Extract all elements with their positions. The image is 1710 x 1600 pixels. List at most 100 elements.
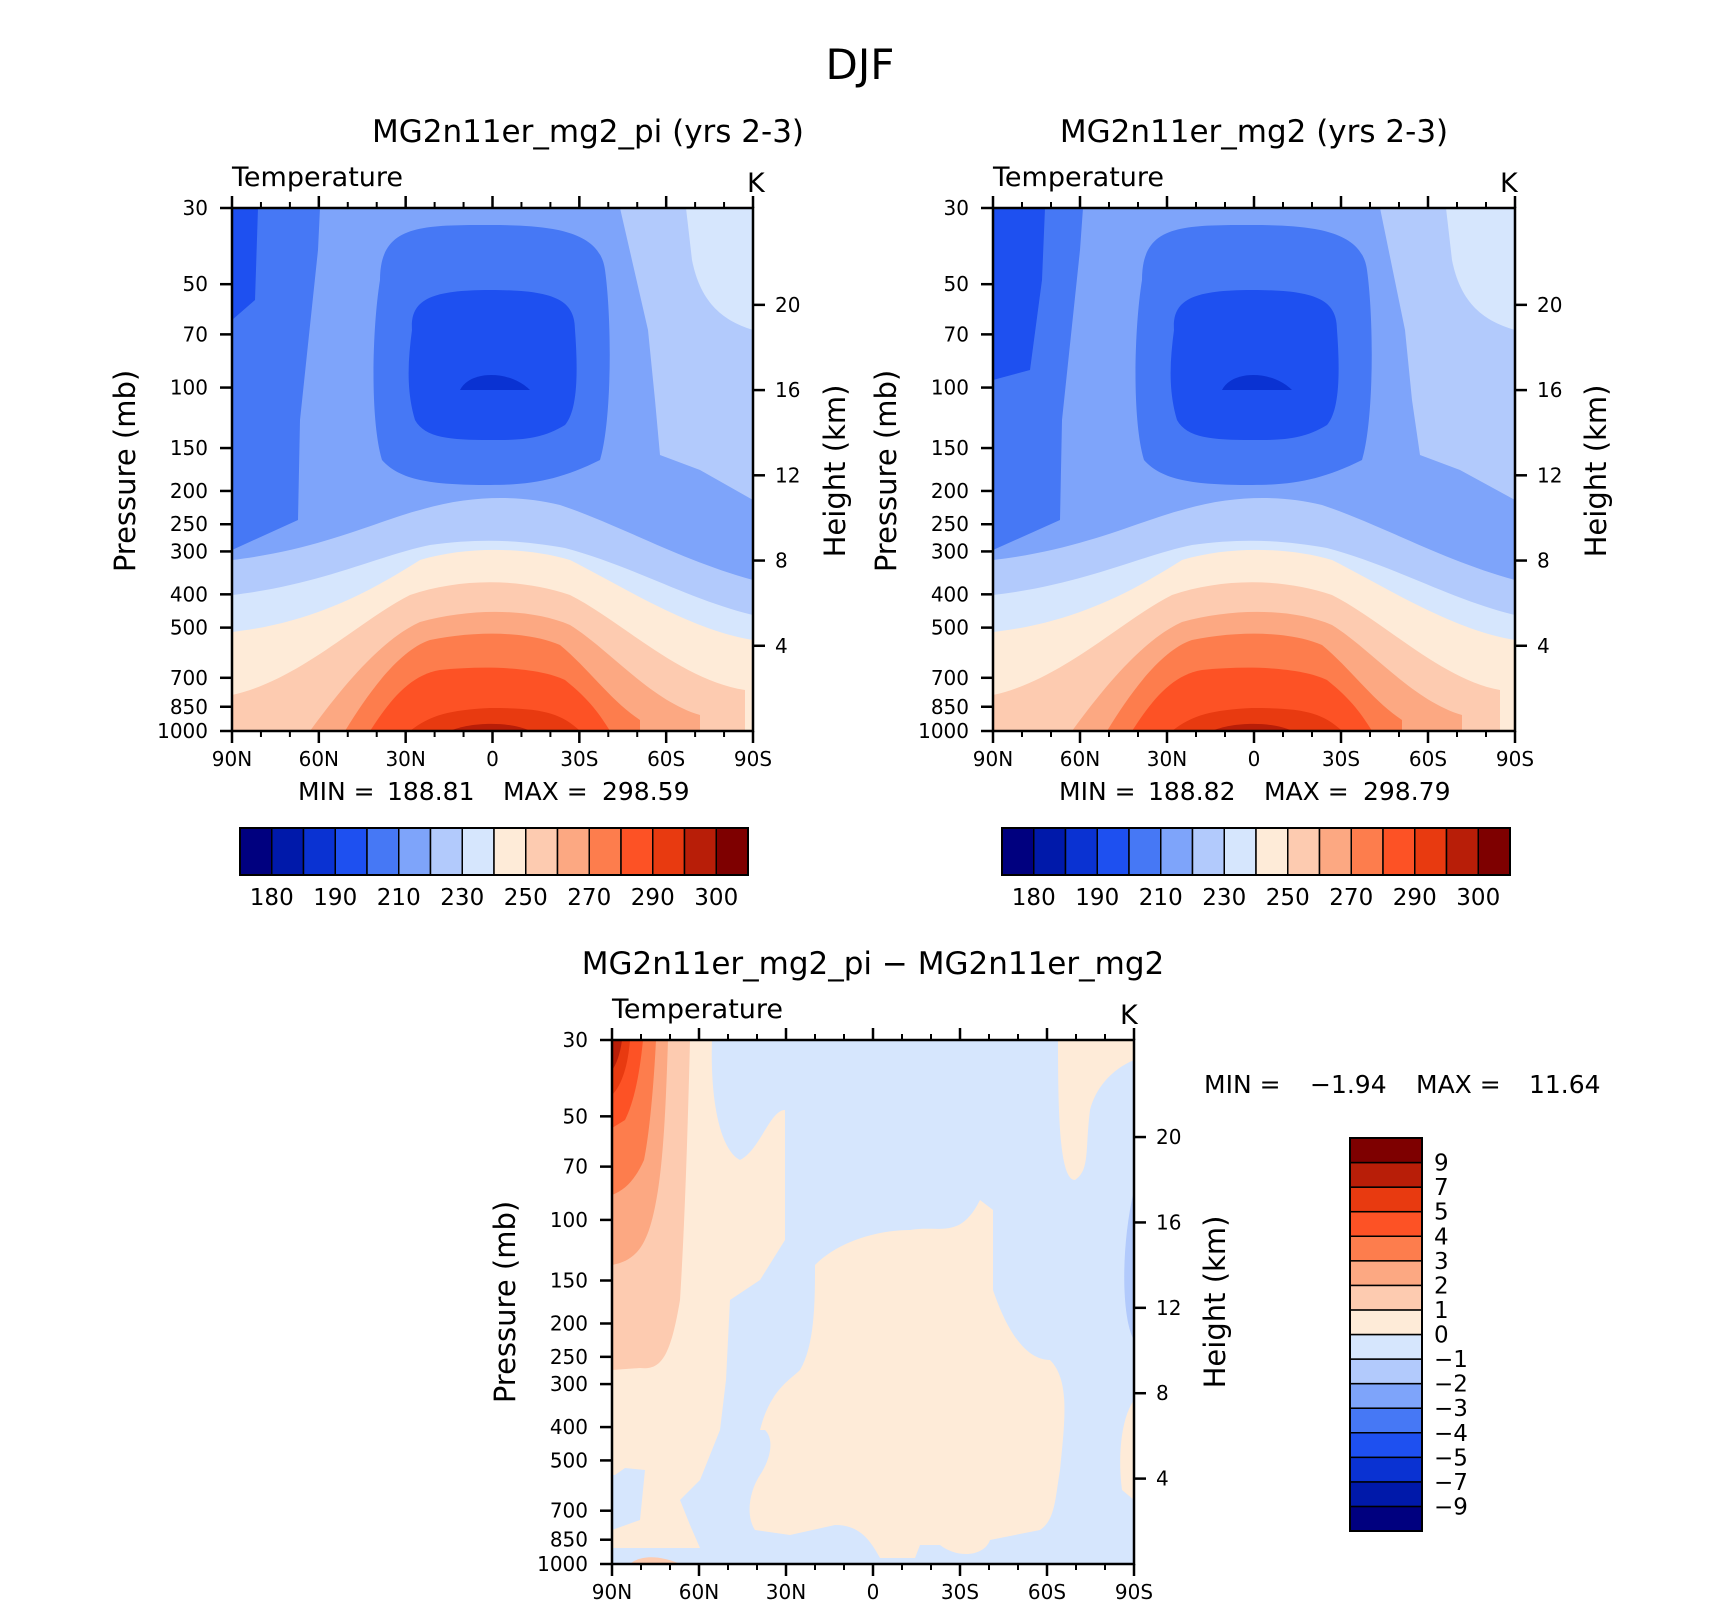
colorbar-label: 250 — [1266, 885, 1310, 911]
right-tick-label: 16 — [1156, 1210, 1181, 1234]
x-tick-label: 60N — [299, 747, 339, 771]
colorbar-swatch — [1096, 827, 1130, 876]
colorbar-swatch — [302, 827, 336, 876]
colorbar-swatch — [1445, 827, 1479, 876]
colorbar-swatch — [1064, 827, 1098, 876]
colorbar-label: −7 — [1434, 1470, 1468, 1496]
x-tick-label: 0 — [486, 747, 499, 771]
units-label: K — [1120, 1000, 1139, 1031]
y-tick-label: 400 — [931, 582, 969, 606]
contour-band — [749, 1200, 1065, 1558]
y-axis-label: Pressure (mb) — [488, 1201, 522, 1403]
contour-band — [1124, 1190, 1134, 1340]
colorbar-swatch — [1414, 827, 1448, 876]
colorbar-swatch — [652, 827, 686, 876]
panel-title: MG2n11er_mg2_pi (yrs 2-3) — [372, 114, 804, 150]
y-axis-right-label: Height (km) — [818, 385, 852, 558]
y-tick-label: 70 — [183, 322, 208, 346]
x-tick-label: 30N — [385, 747, 425, 771]
colorbar-label: 300 — [694, 885, 738, 911]
y-tick-label: 100 — [170, 376, 208, 400]
right-tick-label: 12 — [1156, 1296, 1181, 1320]
contour-band — [612, 1040, 622, 1070]
contour-band — [630, 1557, 680, 1564]
colorbar-label: 300 — [1456, 885, 1500, 911]
y-tick-label: 100 — [931, 376, 969, 400]
y-tick-label: 200 — [550, 1311, 588, 1335]
axes: 90N 60N 30N 0 30S 60S 90S 30 50 70 100 150 200 250 300… — [537, 1028, 1181, 1600]
stats-min-value: 188.82 — [1148, 777, 1235, 806]
contour-band — [686, 208, 753, 330]
y-tick-label: 30 — [183, 196, 208, 220]
colorbar-label: −3 — [1434, 1396, 1468, 1422]
colorbar-swatch — [1349, 1407, 1423, 1434]
colorbar-label: −5 — [1434, 1445, 1468, 1471]
colorbar-label: 5 — [1434, 1200, 1449, 1226]
units-label: K — [747, 168, 766, 199]
y-tick-label: 850 — [550, 1528, 588, 1552]
colorbar-swatch — [493, 827, 527, 876]
colorbar-label: −9 — [1434, 1494, 1468, 1520]
colorbar-swatch — [398, 827, 432, 876]
stats-min-value: 188.81 — [387, 777, 474, 806]
x-tick-label: 90N — [592, 1580, 632, 1600]
colorbar-label: 230 — [1202, 885, 1246, 911]
panel-pi: MG2n11er_mg2_pi (yrs 2-3) Temperature K … — [108, 114, 852, 911]
colorbar-swatch — [1128, 827, 1162, 876]
contour-band — [410, 708, 580, 731]
y-tick-label: 850 — [170, 695, 208, 719]
contour-field — [232, 208, 753, 731]
colorbar-swatch — [1349, 1186, 1423, 1213]
colorbar-swatch — [1318, 827, 1352, 876]
variable-label: Temperature — [231, 162, 403, 193]
contour-band — [232, 208, 258, 320]
colorbar-swatch — [1349, 1161, 1423, 1188]
colorbar-label: −1 — [1434, 1347, 1468, 1373]
right-tick-label: 20 — [1156, 1125, 1181, 1149]
contour-band — [460, 375, 530, 390]
y-axis-right-label: Height (km) — [1579, 385, 1613, 558]
contour-band — [1120, 1400, 1134, 1500]
colorbar-swatch — [1349, 1235, 1423, 1262]
colorbar-label: 290 — [1393, 885, 1437, 911]
contour-field — [612, 1040, 1134, 1564]
colorbar-swatch — [1349, 1456, 1423, 1483]
y-tick-label: 200 — [931, 479, 969, 503]
x-tick-label: 90N — [212, 747, 252, 771]
y-tick-label: 250 — [931, 512, 969, 536]
stats-max-label: MAX = — [1416, 1070, 1501, 1099]
y-tick-label: 50 — [563, 1104, 588, 1128]
colorbar-swatch — [429, 827, 463, 876]
contour-band — [450, 723, 530, 731]
colorbar-swatch — [715, 827, 749, 876]
colorbar-swatch — [1349, 1284, 1423, 1311]
stats-max-label: MAX = — [503, 777, 588, 806]
x-tick-label: 90S — [1496, 747, 1534, 771]
y-tick-label: 400 — [170, 582, 208, 606]
colorbar-swatch — [1349, 1358, 1423, 1385]
x-tick-label: 30N — [766, 1580, 806, 1600]
colorbar-label: 230 — [440, 885, 484, 911]
colorbar-frame — [239, 827, 749, 876]
right-tick-label: 16 — [775, 378, 800, 402]
panel-title: MG2n11er_mg2 (yrs 2-3) — [1060, 114, 1448, 150]
right-tick-label: 8 — [1156, 1381, 1169, 1405]
right-tick-label: 4 — [1537, 634, 1550, 658]
y-tick-label: 500 — [550, 1448, 588, 1472]
colorbar-label: 190 — [1075, 885, 1119, 911]
colorbar-swatch — [556, 827, 590, 876]
y-tick-label: 700 — [931, 666, 969, 690]
colorbar-label: 180 — [1012, 885, 1056, 911]
y-tick-label: 50 — [944, 272, 969, 296]
stats-max-value: 298.79 — [1363, 777, 1450, 806]
colorbar-swatch — [1255, 827, 1289, 876]
y-tick-label: 1000 — [537, 1552, 588, 1576]
colorbar-label: 190 — [313, 885, 357, 911]
contour-band — [1170, 290, 1339, 440]
x-tick-label: 60N — [679, 1580, 719, 1600]
y-tick-label: 300 — [170, 539, 208, 563]
colorbar-swatch — [1287, 827, 1321, 876]
colorbar-frame — [1349, 1137, 1423, 1532]
